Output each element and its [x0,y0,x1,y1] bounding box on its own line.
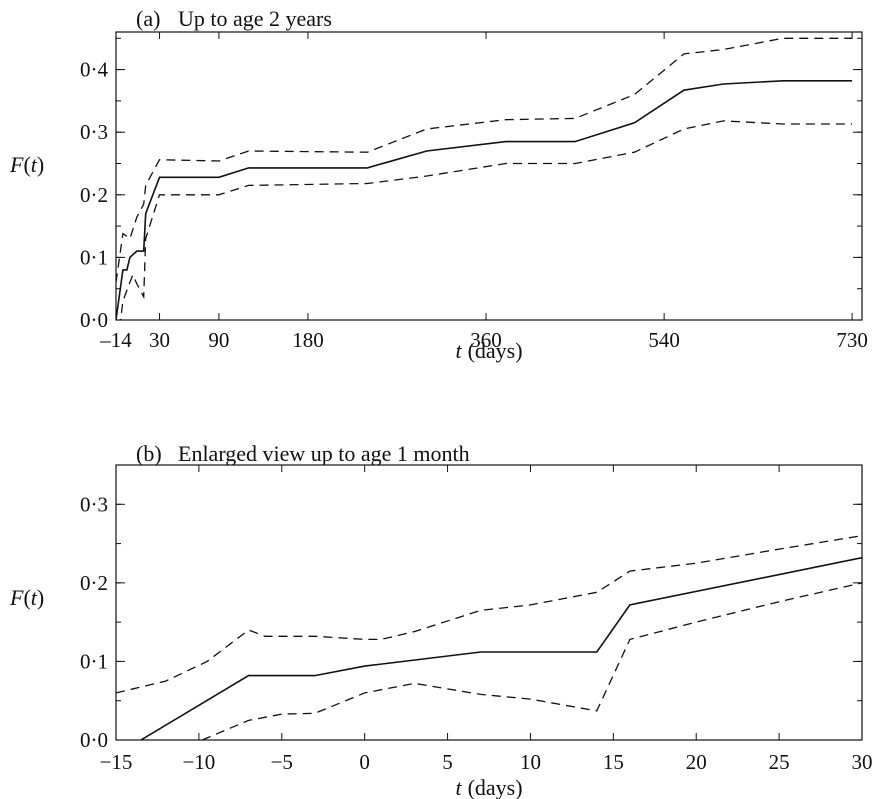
x-axis-label-unit: (days) [468,775,523,799]
y-axis-label: F(t) [9,585,44,610]
x-tick-label: 10 [520,750,541,774]
x-tick-label: 180 [292,328,324,352]
x-tick-label: –14 [99,328,132,352]
x-tick-label: 730 [836,328,868,352]
x-tick-label: 5 [442,750,453,774]
x-tick-label: −10 [182,750,215,774]
y-axis-label-arg-close: ) [37,585,44,610]
x-tick-label: 30 [852,750,873,774]
x-axis-label-var: t [455,338,462,363]
plot-frame [115,464,863,741]
y-axis-label-arg-var: t [31,585,38,610]
y-tick-label: 0·3 [80,492,108,516]
x-tick-label: 90 [208,328,229,352]
x-axis-label-var: t [455,775,462,799]
x-tick-label: 540 [648,328,680,352]
panel-title: Enlarged view up to age 1 month [178,441,470,466]
x-axis-label: t (days) [455,338,522,363]
panel-label: (b) [136,441,162,466]
x-tick-label: −15 [100,750,133,774]
y-tick-label: 0·4 [80,58,108,82]
x-tick-label: 20 [686,750,707,774]
y-tick-label: 0·0 [80,308,108,332]
y-axis-label: F(t) [9,152,44,177]
y-tick-label: 0·0 [80,728,108,752]
upper-ci-line [116,535,862,694]
series-group [116,37,853,320]
y-tick-label: 0·2 [80,183,108,207]
x-axis-label-unit: (days) [468,338,523,363]
y-axis-label-arg: ( [23,585,30,610]
y-tick-label: 0·3 [80,120,108,144]
x-axis-label: t (days) [455,775,522,799]
lower-ci-line [201,582,862,740]
x-tick-label: 360 [470,328,502,352]
estimate-line [140,556,862,740]
x-tick-label: −5 [271,750,293,774]
y-axis-label-var: F [9,585,24,610]
y-axis-label-arg: ( [23,152,30,177]
series-group [116,535,862,740]
y-axis-label-arg-var: t [31,152,38,177]
y-axis-label-arg-close: ) [37,152,44,177]
panel-b: (b) Enlarged view up to age 1 month −15 −10… [9,441,873,799]
lower-ci-line [119,120,853,320]
plot-frame [115,31,863,321]
y-tick-label: 0·1 [80,245,108,269]
x-tick-label: 30 [149,328,170,352]
panel-label: (a) [136,6,160,31]
x-tick-label: 15 [603,750,624,774]
y-tick-label: 0·2 [80,571,108,595]
upper-ci-line [116,37,853,283]
estimate-line [116,80,853,320]
x-tick-label: 25 [769,750,790,774]
y-tick-label: 0·1 [80,649,108,673]
x-tick-label: 0 [359,750,370,774]
panel-title: Up to age 2 years [178,6,332,31]
panel-a: (a) Up to age 2 years –14 30 90 180 360 540 730 0… [9,6,868,363]
y-axis-label-var: F [9,152,24,177]
